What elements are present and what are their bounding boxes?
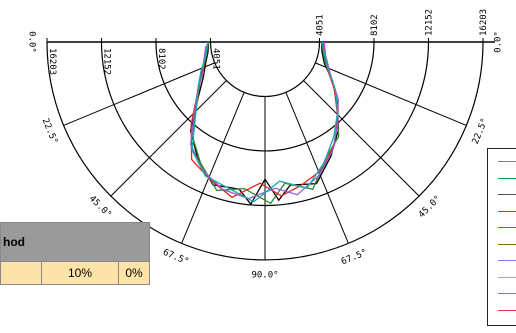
angle-tick-label: 45.0°: [87, 194, 113, 220]
method-table-header: hod: [0, 222, 150, 262]
polar-spoke: [110, 80, 227, 197]
legend-entry-line: [498, 243, 516, 245]
legend-entry-line: [498, 227, 516, 228]
legend-entry-line: [498, 260, 516, 261]
radial-tick-label: 16203: [47, 48, 57, 75]
angle-tick-label: 22.5°: [40, 117, 60, 146]
legend-entry-line: [498, 309, 516, 311]
radial-tick-label: 12152: [102, 48, 112, 75]
legend-entry-line: [498, 177, 516, 179]
angle-tick-label: 0.0°: [27, 31, 37, 53]
legend-entry-line: [498, 276, 516, 278]
series-lines: [189, 41, 340, 206]
polar-spoke: [303, 80, 420, 197]
method-table-cell: 10%: [41, 261, 119, 285]
radial-tick-label: 8102: [370, 14, 380, 36]
legend-entry-line: [498, 210, 516, 212]
angle-tick-label: 90.0°: [251, 270, 278, 280]
radial-tick-label: 4051: [211, 48, 221, 70]
polar-ring: [209, 41, 321, 98]
angle-tick-label: 67.5°: [340, 248, 369, 268]
method-table-cell: [0, 261, 42, 285]
method-table-cell: 0%: [118, 261, 150, 285]
legend-entry-line: [498, 161, 516, 162]
radial-tick-label: 16203: [479, 9, 489, 36]
series-line: [191, 41, 339, 203]
polar-spoke: [63, 62, 215, 126]
legend: [487, 148, 516, 326]
radial-tick-label: 8102: [156, 48, 166, 70]
legend-entry-line: [498, 194, 516, 195]
polar-grid: [46, 38, 495, 261]
method-table: hod 10% 0%: [0, 222, 150, 285]
radial-tick-label: 4051: [316, 14, 326, 36]
angle-tick-label: 0.0°: [493, 31, 503, 53]
polar-spoke: [315, 62, 467, 126]
radial-tick-label: 12152: [425, 9, 435, 36]
polar-spoke: [285, 92, 349, 244]
angle-tick-label: 22.5°: [471, 117, 491, 146]
polar-spoke: [181, 92, 245, 244]
angle-tick-label: 67.5°: [161, 248, 190, 268]
angle-tick-label: 45.0°: [417, 194, 443, 220]
legend-entry-line: [498, 293, 516, 294]
